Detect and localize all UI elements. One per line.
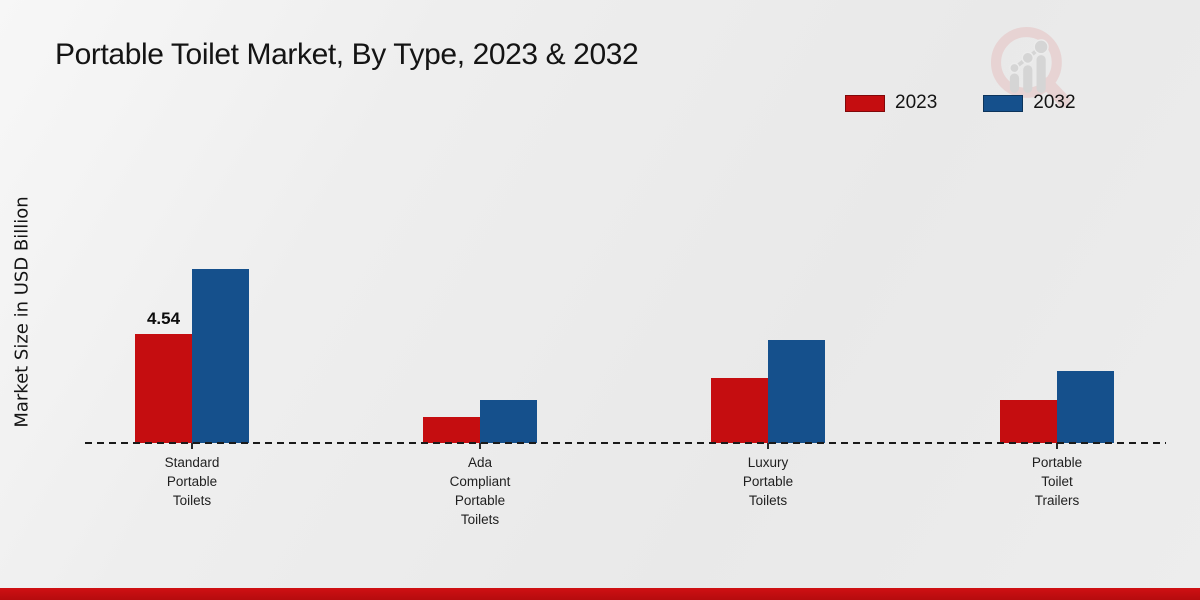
category-label: Standard Portable Toilets [164,455,220,508]
bar-2023-group-4 [1000,400,1057,443]
category-label: Ada Compliant Portable Toilets [449,455,511,527]
chart-title: Portable Toilet Market, By Type, 2023 & … [55,38,639,71]
bar-2023-group-1 [135,334,192,443]
legend-label-2023: 2023 [895,92,938,113]
x-axis-baseline [85,442,1166,444]
bar-2032-group-2 [480,400,537,443]
x-axis-tick [191,443,193,449]
bar-2032-group-3 [768,340,825,443]
bar-2032-group-4 [1057,371,1114,443]
legend-label-2032: 2032 [1033,92,1076,113]
category-label: Portable Toilet Trailers [1031,455,1083,508]
bar-2023-group-2 [423,417,480,443]
bar-2032-group-1 [192,269,249,443]
x-axis-tick [767,443,769,449]
legend-swatch-2032 [983,94,1024,112]
x-axis-tick [1056,443,1058,449]
legend-item-2023: 2023 [845,92,937,114]
x-axis-tick [479,443,481,449]
legend-item-2032: 2032 [983,92,1076,114]
category-label: Luxury Portable Toilets [742,455,794,508]
legend-swatch-2023 [845,94,885,112]
bar-value-label: 4.54 [146,309,181,328]
legend: 2023 2032 [845,92,1076,114]
magnifier-growth-chart-logo-icon [985,22,1077,119]
bar-2023-group-3 [711,378,768,443]
footer-accent-bar [0,588,1200,600]
